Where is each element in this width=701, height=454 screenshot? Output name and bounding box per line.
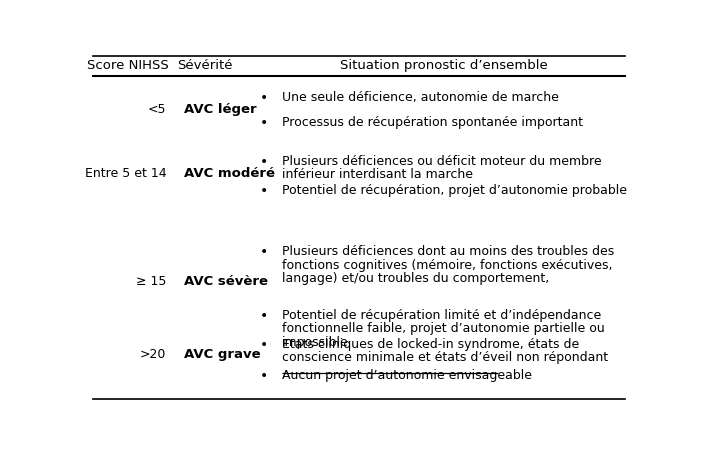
Text: •: • xyxy=(260,154,268,168)
Text: AVC léger: AVC léger xyxy=(184,104,257,116)
Text: ≥ 15: ≥ 15 xyxy=(136,275,166,288)
Text: Score NIHSS: Score NIHSS xyxy=(88,59,169,72)
Text: impossible: impossible xyxy=(282,336,349,349)
Text: •: • xyxy=(260,184,268,198)
Text: Processus de récupération spontanée important: Processus de récupération spontanée impo… xyxy=(282,116,583,129)
Text: •: • xyxy=(260,369,268,383)
Text: •: • xyxy=(260,91,268,105)
Text: Aucun projet d’autonomie envisageable: Aucun projet d’autonomie envisageable xyxy=(282,369,532,382)
Text: •: • xyxy=(260,246,268,259)
Text: •: • xyxy=(260,309,268,323)
Text: Sévérité: Sévérité xyxy=(177,59,232,72)
Text: fonctionnelle faible, projet d’autonomie partielle ou: fonctionnelle faible, projet d’autonomie… xyxy=(282,322,605,335)
Text: Entre 5 et 14: Entre 5 et 14 xyxy=(85,168,166,180)
Text: Potentiel de récupération, projet d’autonomie probable: Potentiel de récupération, projet d’auto… xyxy=(282,184,627,197)
Text: Plusieurs déficiences dont au moins des troubles des: Plusieurs déficiences dont au moins des … xyxy=(282,246,614,258)
Text: inférieur interdisant la marche: inférieur interdisant la marche xyxy=(282,168,473,181)
Text: AVC grave: AVC grave xyxy=(184,348,261,361)
Text: Une seule déficience, autonomie de marche: Une seule déficience, autonomie de march… xyxy=(282,91,559,104)
Text: Etats cliniques de locked-in syndrome, états de: Etats cliniques de locked-in syndrome, é… xyxy=(282,338,579,351)
Text: >20: >20 xyxy=(140,348,166,361)
Text: Situation pronostic d’ensemble: Situation pronostic d’ensemble xyxy=(339,59,547,72)
Text: fonctions cognitives (mémoire, fonctions exécutives,: fonctions cognitives (mémoire, fonctions… xyxy=(282,259,613,272)
Text: AVC sévère: AVC sévère xyxy=(184,275,268,288)
Text: Potentiel de récupération limité et d’indépendance: Potentiel de récupération limité et d’in… xyxy=(282,309,601,321)
Text: AVC modéré: AVC modéré xyxy=(184,168,275,180)
Text: conscience minimale et états d’éveil non répondant: conscience minimale et états d’éveil non… xyxy=(282,351,608,364)
Text: •: • xyxy=(260,338,268,352)
Text: <5: <5 xyxy=(148,104,166,116)
Text: Plusieurs déficiences ou déficit moteur du membre: Plusieurs déficiences ou déficit moteur … xyxy=(282,154,601,168)
Text: langage) et/ou troubles du comportement,: langage) et/ou troubles du comportement, xyxy=(282,272,550,286)
Text: •: • xyxy=(260,116,268,130)
